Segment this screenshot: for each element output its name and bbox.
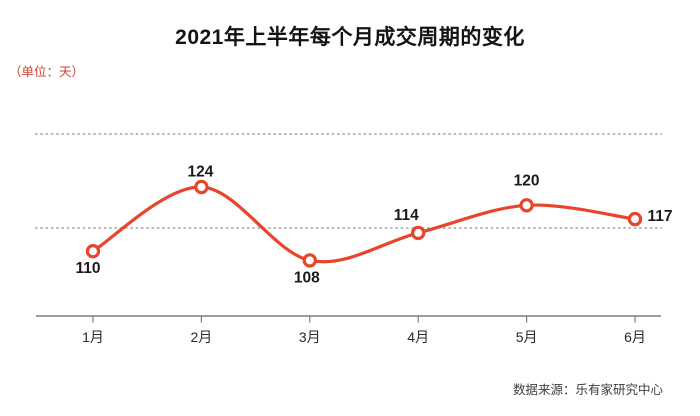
data-point-marker — [411, 225, 426, 241]
chart-title: 2021年上半年每个月成交周期的变化 — [175, 26, 525, 49]
value-label: 120 — [514, 172, 540, 189]
value-label: 114 — [394, 207, 419, 224]
month-label: 6月 — [624, 329, 646, 345]
value-label: 124 — [187, 164, 213, 181]
data-point-marker — [302, 253, 317, 268]
data-source: 数据来源：乐有家研究中心 — [512, 383, 663, 397]
data-point-marker — [85, 243, 101, 259]
data-point-marker — [627, 211, 643, 227]
month-label: 5月 — [516, 329, 538, 345]
unit-label: （单位：天） — [9, 65, 85, 79]
data-point-marker — [519, 198, 534, 213]
value-label: 110 — [75, 260, 100, 277]
month-label: 1月 — [82, 329, 104, 345]
month-label: 3月 — [299, 329, 321, 345]
data-point-marker — [194, 179, 209, 195]
value-label: 108 — [294, 269, 320, 286]
value-label: 117 — [647, 208, 672, 225]
trend-line — [91, 185, 637, 264]
month-label: 2月 — [191, 329, 213, 345]
month-label: 4月 — [407, 329, 429, 345]
